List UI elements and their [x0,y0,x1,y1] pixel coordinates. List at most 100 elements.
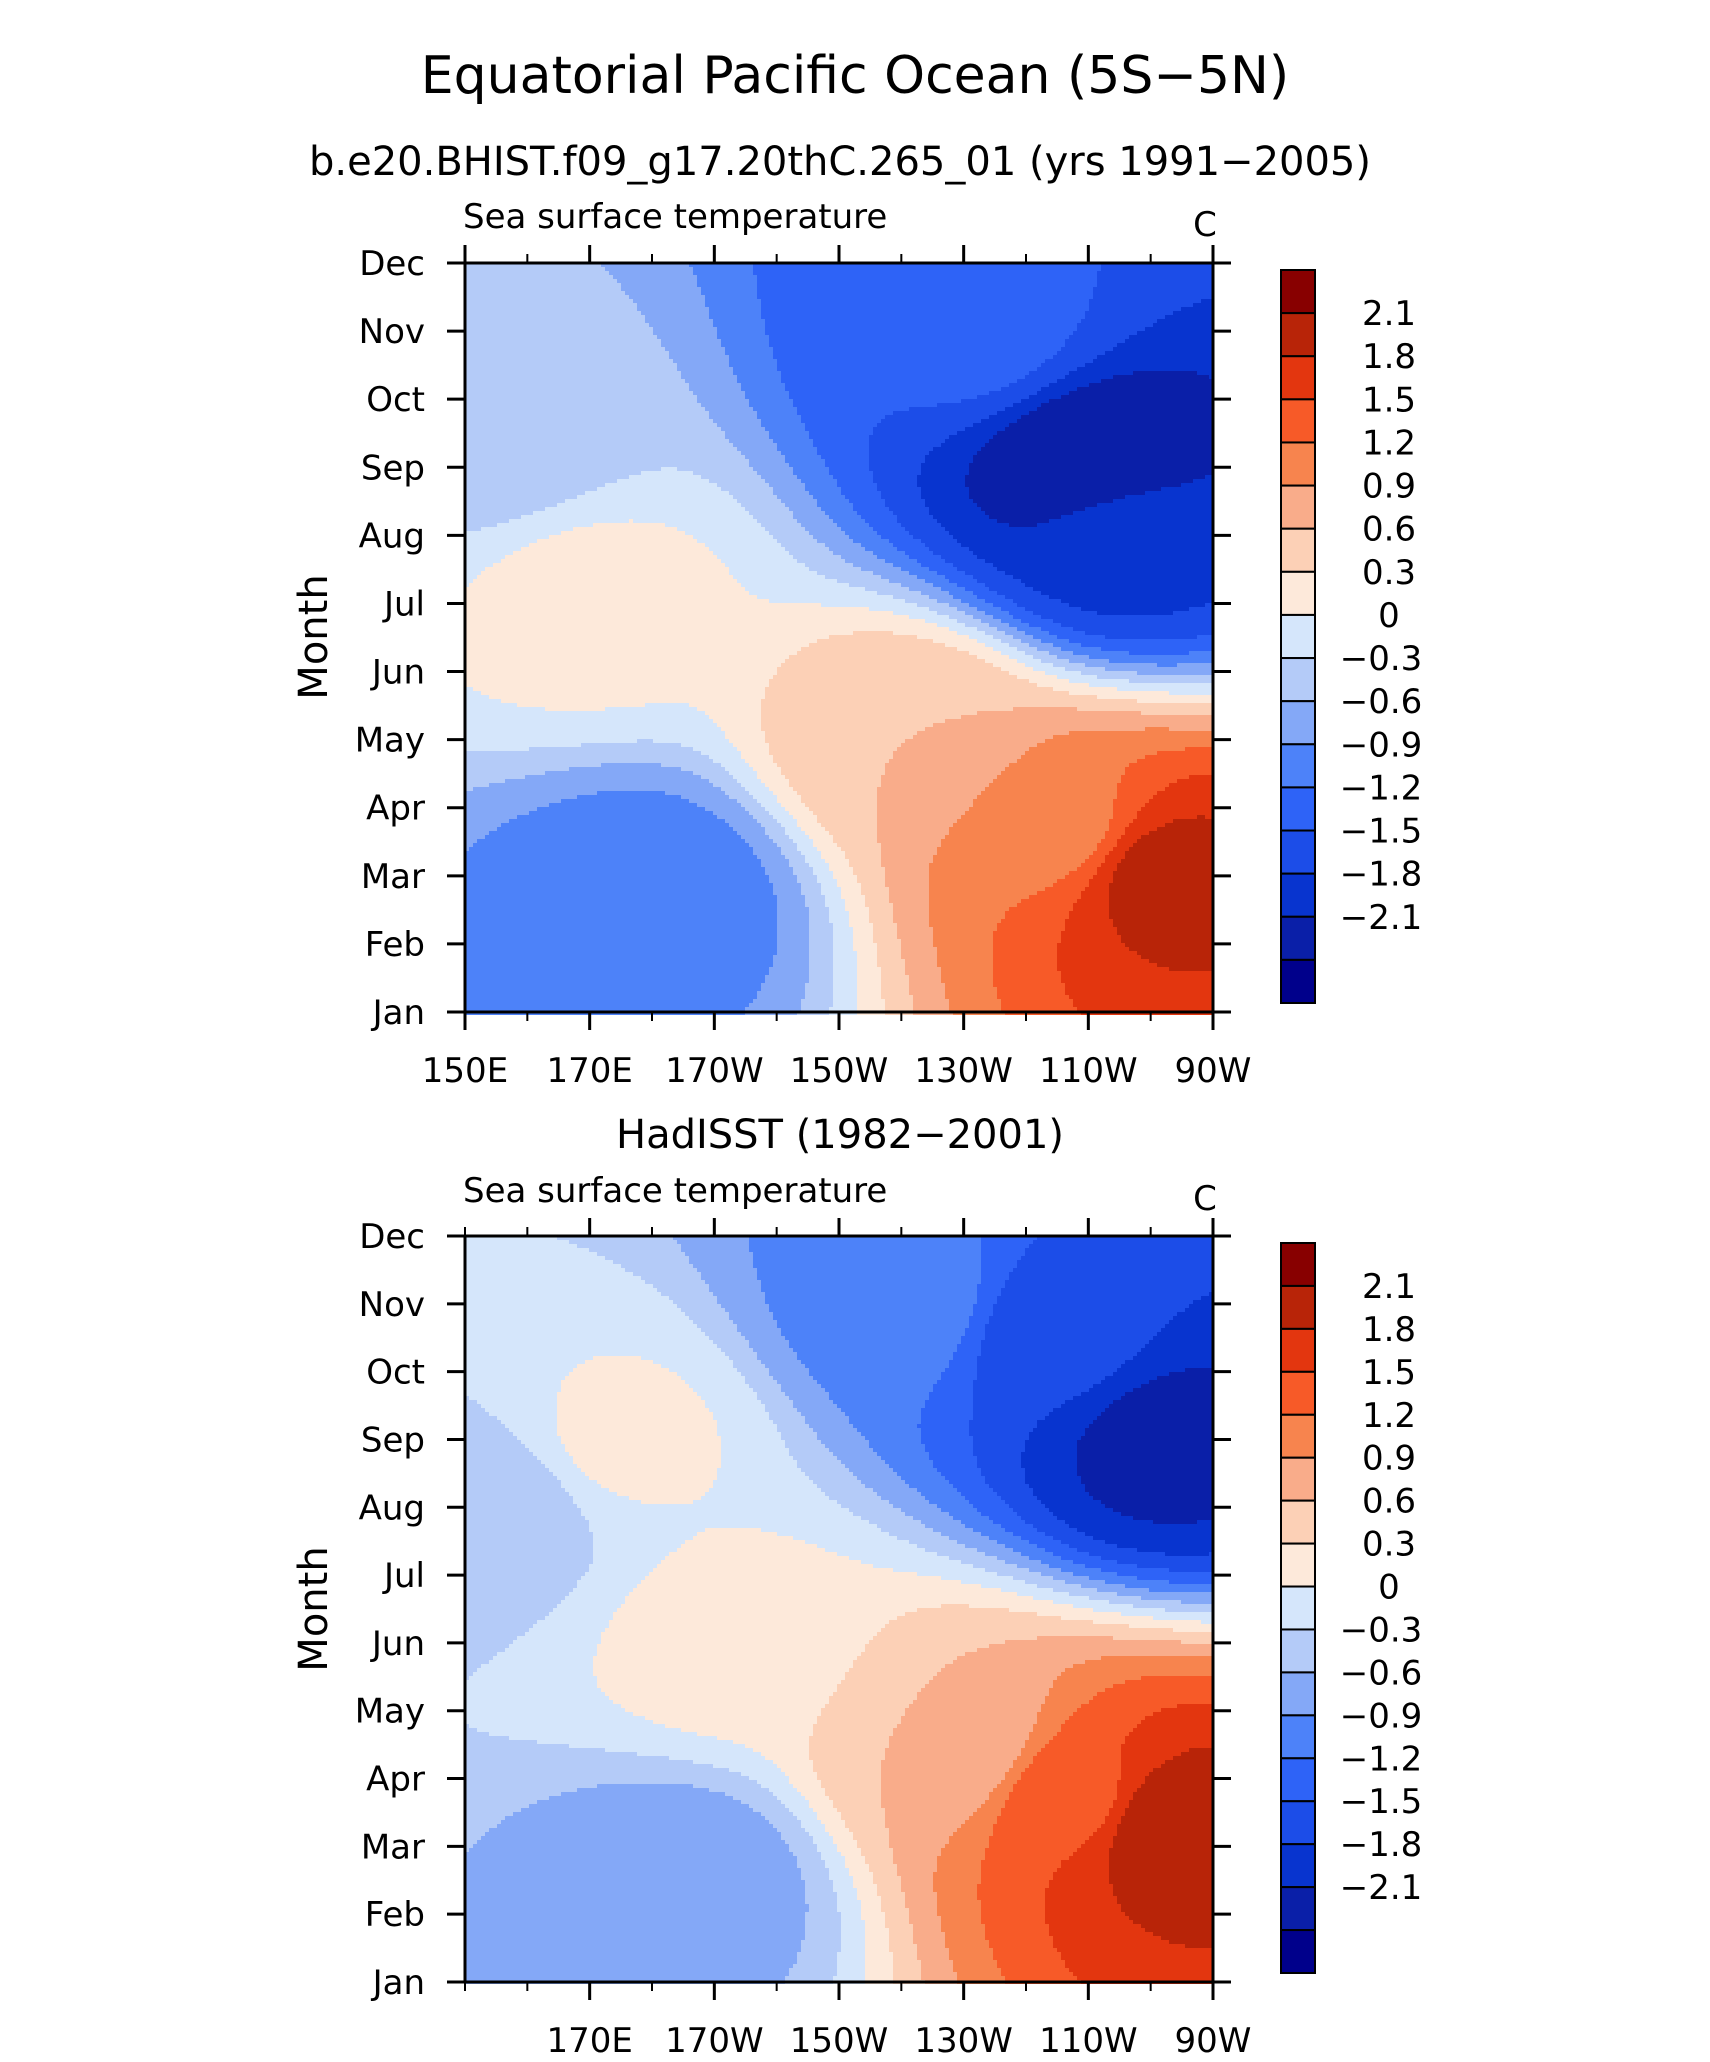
field-cell [553,299,557,303]
field-cell [717,319,721,323]
field-cell [473,299,477,303]
field-cell [1205,307,1209,311]
field-cell [601,279,605,283]
field-cell [645,291,649,295]
field-cell [1121,267,1125,271]
field-cell [725,283,729,287]
field-cell [1177,275,1181,279]
field-cell [821,271,825,275]
field-cell [561,319,565,323]
field-cell [957,275,961,279]
field-cell [969,315,973,319]
field-cell [697,291,701,295]
field-cell [1141,315,1145,319]
field-cell [629,271,633,275]
field-cell [549,307,553,311]
field-cell [893,307,897,311]
field-cell [1181,311,1185,315]
field-cell [1029,311,1033,315]
field-cell [745,267,749,271]
field-cell [625,303,629,307]
field-cell [889,271,893,275]
field-cell [581,279,585,283]
field-cell [933,275,937,279]
field-cell [609,315,613,319]
field-cell [1005,311,1009,315]
field-cell [685,307,689,311]
field-cell [865,275,869,279]
field-cell [597,307,601,311]
field-cell [489,275,493,279]
field-cell [917,315,921,319]
field-cell [485,319,489,323]
field-cell [925,295,929,299]
field-cell [561,287,565,291]
field-cell [797,271,801,275]
field-cell [1181,303,1185,307]
field-cell [857,287,861,291]
field-cell [1193,283,1197,287]
field-cell [1085,303,1089,307]
field-cell [757,271,761,275]
field-cell [725,303,729,307]
field-cell [1129,299,1133,303]
field-cell [605,279,609,283]
field-cell [669,295,673,299]
field-cell [473,311,477,315]
field-cell [873,319,877,323]
field-cell [581,271,585,275]
field-cell [1069,283,1073,287]
field-cell [753,287,757,291]
field-cell [1037,267,1041,271]
field-cell [921,283,925,287]
field-cell [873,291,877,295]
field-cell [513,307,517,311]
field-cell [521,267,525,271]
field-cell [881,267,885,271]
field-cell [1053,271,1057,275]
field-cell [1029,315,1033,319]
field-cell [533,307,537,311]
field-cell [601,291,605,295]
field-cell [549,287,553,291]
field-cell [821,299,825,303]
field-cell [1153,267,1157,271]
field-cell [1085,271,1089,275]
field-cell [1021,279,1025,283]
field-cell [729,275,733,279]
field-cell [809,271,813,275]
field-cell [681,271,685,275]
field-cell [1085,311,1089,315]
field-cell [581,291,585,295]
field-cell [541,315,545,319]
field-cell [1145,295,1149,299]
field-cell [645,299,649,303]
field-cell [713,267,717,271]
field-cell [761,307,765,311]
field-cell [605,267,609,271]
field-cell [989,299,993,303]
field-cell [1161,315,1165,319]
field-cell [577,295,581,299]
field-cell [965,307,969,311]
field-cell [633,291,637,295]
field-cell [521,299,525,303]
field-cell [689,315,693,319]
field-cell [489,303,493,307]
field-cell [865,283,869,287]
field-cell [749,319,753,323]
field-cell [977,291,981,295]
field-cell [657,319,661,323]
field-cell [1109,287,1113,291]
field-cell [1037,275,1041,279]
field-cell [773,299,777,303]
field-cell [713,315,717,319]
field-cell [909,311,913,315]
field-cell [817,271,821,275]
field-cell [613,267,617,271]
field-cell [853,279,857,283]
field-cell [469,267,473,271]
field-cell [485,307,489,311]
field-cell [1057,291,1061,295]
field-cell [581,287,585,291]
